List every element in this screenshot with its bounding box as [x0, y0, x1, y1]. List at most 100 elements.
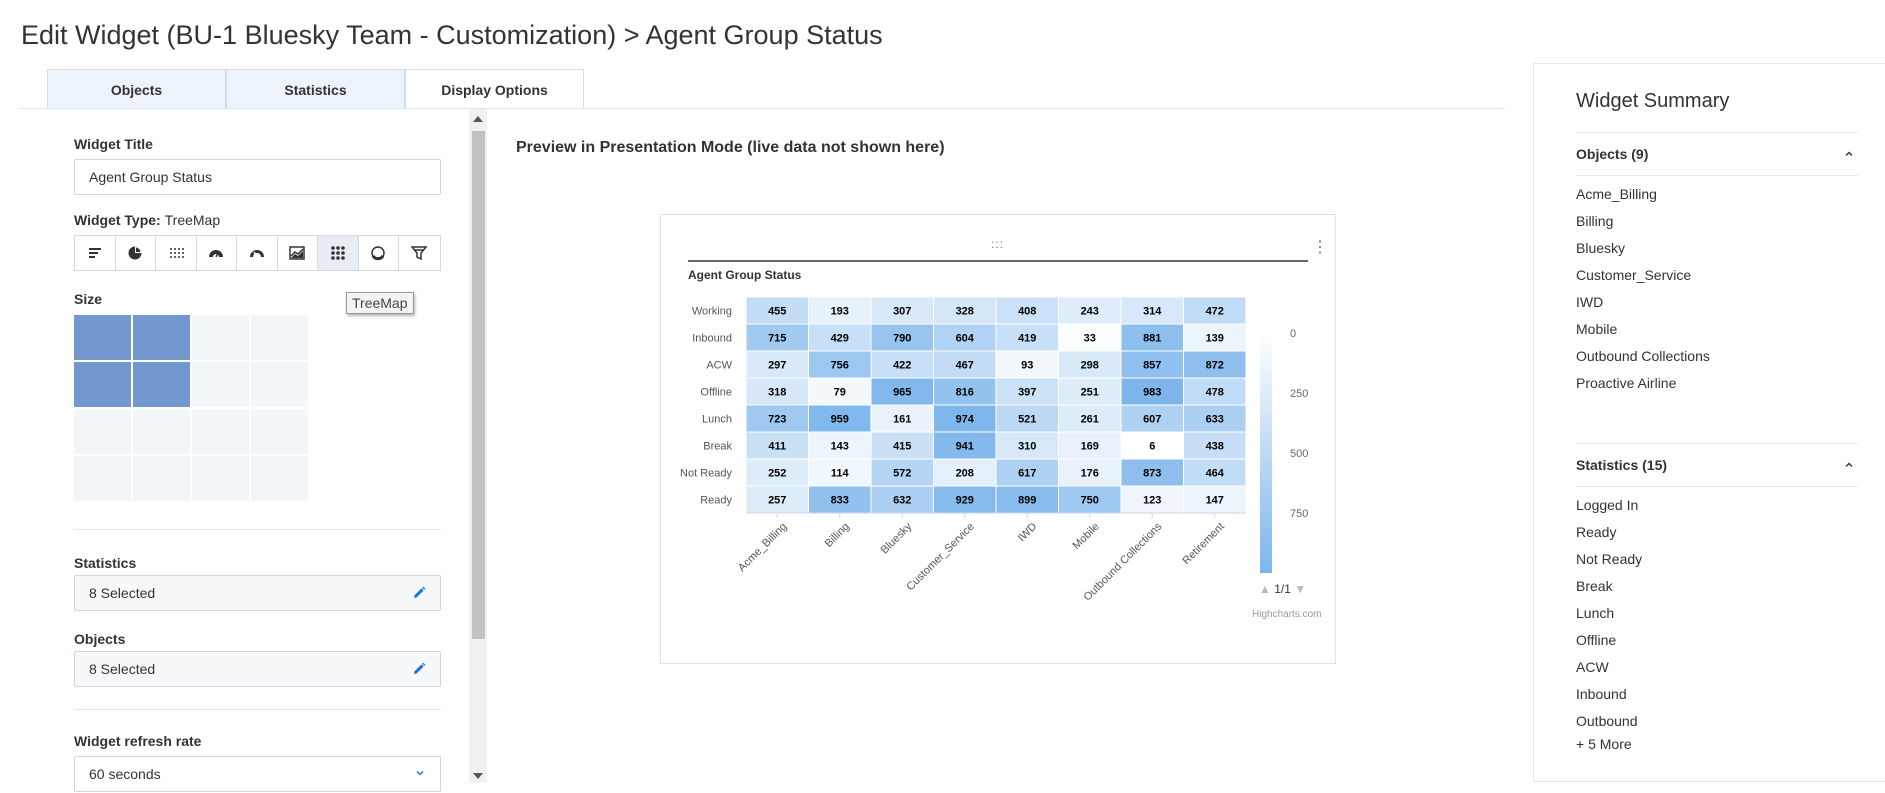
- size-cell[interactable]: [192, 362, 249, 407]
- scroll-down-arrow-icon[interactable]: [473, 773, 483, 779]
- scroll-thumb[interactable]: [472, 131, 485, 639]
- heatmap-data-label: 193: [831, 306, 849, 318]
- heatmap-data-label: 314: [1143, 306, 1162, 318]
- heatmap-data-label: 617: [1018, 468, 1036, 480]
- heatmap-data-label: 816: [956, 387, 974, 399]
- size-cell[interactable]: [74, 315, 131, 360]
- pencil-icon[interactable]: [412, 662, 426, 676]
- heatmap-data-label: 790: [893, 333, 911, 345]
- widget-type-value: TreeMap: [164, 212, 221, 228]
- list-item: Mobile: [1576, 321, 1618, 337]
- heatmap-cell: [1058, 323, 1122, 352]
- widget-title-input[interactable]: Agent Group Status: [74, 159, 441, 195]
- x-axis-tick-label: Retirement: [1180, 521, 1227, 568]
- heatmap-cell: [745, 485, 809, 514]
- more-statistics-link[interactable]: + 5 More: [1576, 736, 1632, 752]
- heatmap-cell: [933, 458, 997, 487]
- heatmap-data-label: 307: [893, 306, 911, 318]
- size-cell[interactable]: [192, 315, 249, 360]
- donut-icon[interactable]: [358, 236, 399, 270]
- list-item: Inbound: [1576, 686, 1627, 702]
- scroll-up-arrow-icon[interactable]: [473, 116, 483, 122]
- refresh-rate-select[interactable]: 60 seconds: [74, 756, 441, 792]
- more-options-icon[interactable]: ⋮: [1312, 239, 1328, 256]
- heatmap-data-label: 899: [1018, 495, 1036, 507]
- heatmap-cell: [870, 350, 934, 379]
- heatmap-data-label: 415: [893, 441, 911, 453]
- heatmap-cell: [1183, 431, 1247, 460]
- widget-type-label: Widget Type: TreeMap: [74, 212, 220, 228]
- size-cell[interactable]: [251, 409, 308, 454]
- drag-handle-icon[interactable]: :::: [991, 237, 1005, 251]
- widget-type-selector: [74, 235, 441, 271]
- tab-display-options[interactable]: Display Options: [405, 69, 584, 109]
- y-axis-tick-label: Not Ready: [680, 468, 732, 480]
- objects-select[interactable]: 8 Selected: [74, 651, 441, 687]
- legend-page-down-icon[interactable]: ▼: [1294, 582, 1307, 596]
- legend-page-up-icon[interactable]: ▲: [1259, 582, 1271, 596]
- left-panel-scrollbar[interactable]: [469, 109, 487, 783]
- heatmap-data-label: 715: [768, 333, 786, 345]
- objects-selected-count: 8 Selected: [89, 661, 156, 677]
- statistics-select[interactable]: 8 Selected: [74, 575, 441, 611]
- chevron-up-icon: [1845, 151, 1853, 156]
- dot-grid-icon[interactable]: [156, 236, 197, 270]
- chart-credits[interactable]: Highcharts.com: [1252, 609, 1322, 620]
- summary-objects-list: Acme_Billing Billing Bluesky Customer_Servi…: [1576, 181, 1710, 397]
- gauge-icon[interactable]: [196, 236, 237, 270]
- heatmap-data-label: 208: [956, 468, 974, 480]
- heatmap-cell: [995, 458, 1059, 487]
- size-cell[interactable]: [251, 315, 308, 360]
- size-cell[interactable]: [74, 456, 131, 501]
- funnel-icon[interactable]: [399, 236, 440, 270]
- heatmap-data-label: 422: [893, 360, 911, 372]
- size-cell[interactable]: [133, 362, 190, 407]
- x-axis-tick-label: IWD: [1016, 521, 1040, 545]
- size-cell[interactable]: [251, 362, 308, 407]
- heatmap-data-label: 310: [1018, 441, 1036, 453]
- size-cell[interactable]: [133, 409, 190, 454]
- pie-chart-icon[interactable]: [115, 236, 156, 270]
- heatmap-cell: [808, 377, 872, 406]
- bar-chart-icon[interactable]: [75, 236, 116, 270]
- heatmap-grid-icon[interactable]: [318, 236, 359, 270]
- summary-statistics-header[interactable]: Statistics (15): [1576, 443, 1858, 487]
- size-cell[interactable]: [192, 409, 249, 454]
- size-cell[interactable]: [133, 315, 190, 360]
- heatmap-cell: [1183, 485, 1247, 514]
- summary-statistics-list: Logged In Ready Not Ready Break Lunch Offline…: [1576, 492, 1642, 735]
- size-cell[interactable]: [133, 456, 190, 501]
- heatmap-data-label: 419: [1018, 333, 1036, 345]
- line-chart-icon[interactable]: [277, 236, 318, 270]
- size-cell[interactable]: [251, 456, 308, 501]
- heatmap-cell: [1058, 485, 1122, 514]
- x-axis-tick-label: Acme_Billing: [736, 521, 789, 574]
- heatmap-cell: [995, 377, 1059, 406]
- summary-objects-header[interactable]: Objects (9): [1576, 132, 1858, 176]
- list-item: Break: [1576, 578, 1613, 594]
- heatmap-data-label: 251: [1081, 387, 1099, 399]
- list-item: Logged In: [1576, 497, 1639, 513]
- size-cell[interactable]: [74, 362, 131, 407]
- color-axis-tick-label: 500: [1290, 448, 1308, 460]
- speedometer-icon[interactable]: [237, 236, 278, 270]
- heatmap-data-label: 929: [956, 495, 974, 507]
- heatmap-cell: [870, 404, 934, 433]
- heatmap-data-label: 873: [1143, 468, 1161, 480]
- size-cell[interactable]: [192, 456, 249, 501]
- heatmap-cell: [1183, 296, 1247, 325]
- widget-preview-card: Agent Group Status 455 193 307 328 408 243 314 4…: [660, 214, 1336, 664]
- pencil-icon[interactable]: [412, 586, 426, 600]
- heatmap-cell: [870, 485, 934, 514]
- heatmap-data-label: 464: [1206, 468, 1225, 480]
- heatmap-cell: [1058, 296, 1122, 325]
- divider: [74, 529, 441, 530]
- chevron-up-icon: [1845, 462, 1853, 467]
- heatmap-data-label: 872: [1206, 360, 1224, 372]
- heatmap-cell: [808, 323, 872, 352]
- tab-objects[interactable]: Objects: [47, 69, 226, 109]
- chevron-down-icon: [416, 770, 424, 776]
- size-cell[interactable]: [74, 409, 131, 454]
- tab-statistics[interactable]: Statistics: [226, 69, 405, 109]
- heatmap-data-label: 607: [1143, 414, 1161, 426]
